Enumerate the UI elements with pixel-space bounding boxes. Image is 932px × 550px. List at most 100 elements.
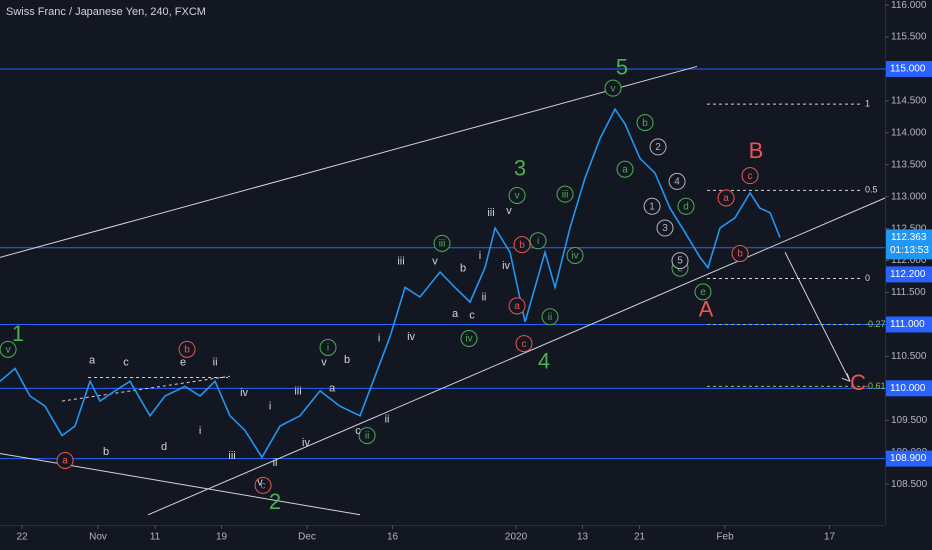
wave-label: v bbox=[6, 345, 11, 356]
label-circle bbox=[694, 283, 712, 301]
label-circle bbox=[643, 197, 661, 215]
y-tick-label: 111.500 bbox=[891, 287, 926, 298]
wave-label: iii bbox=[397, 256, 404, 268]
wave-label: a bbox=[329, 383, 336, 395]
wave-label: i bbox=[199, 425, 201, 437]
fib-label: 0.5 bbox=[865, 185, 878, 195]
last-price-box bbox=[886, 229, 932, 260]
wave-label: ii bbox=[482, 291, 487, 303]
fib-label: 1 bbox=[865, 98, 870, 108]
wave-label: b bbox=[519, 240, 525, 251]
wave-label: i bbox=[269, 401, 271, 413]
wave-label: b bbox=[642, 118, 648, 129]
level-label: 115.000 bbox=[890, 64, 926, 75]
x-tick-label: 19 bbox=[216, 532, 228, 543]
wave-label: a bbox=[62, 456, 68, 467]
label-circle bbox=[541, 308, 559, 326]
wave-label: iv bbox=[465, 334, 472, 345]
x-tick-label: 2020 bbox=[505, 532, 528, 543]
price-line bbox=[0, 107, 781, 459]
wave-label: ii bbox=[548, 312, 552, 323]
wave-label-major: 4 bbox=[538, 348, 550, 373]
fib-label: 0 bbox=[865, 273, 870, 283]
wave-label: b bbox=[184, 345, 190, 356]
wave-label: c bbox=[123, 357, 129, 369]
wave-label: i bbox=[327, 343, 329, 354]
label-circle bbox=[56, 451, 74, 469]
y-tick-label: 108.500 bbox=[891, 479, 928, 490]
level-label: 111.000 bbox=[890, 319, 925, 330]
y-tick-label: 115.500 bbox=[891, 32, 927, 43]
wave-label: b bbox=[737, 249, 743, 260]
wave-label: e bbox=[700, 287, 706, 298]
wave-label: ii bbox=[213, 357, 218, 369]
y-tick-label: 113.000 bbox=[891, 191, 927, 202]
wave-label: iv bbox=[502, 260, 510, 272]
y-tick-label: 110.500 bbox=[891, 351, 927, 362]
wave-label: d bbox=[683, 201, 689, 212]
label-circle bbox=[668, 172, 686, 190]
level-label: 108.900 bbox=[890, 453, 927, 464]
label-circle bbox=[513, 236, 531, 254]
y-tick-label: 112.000 bbox=[891, 255, 927, 266]
label-circle bbox=[566, 246, 584, 264]
wave-label: iii bbox=[228, 450, 235, 462]
x-tick-label: 22 bbox=[16, 532, 28, 543]
label-circle bbox=[604, 79, 622, 97]
last-price-label: 112.363 bbox=[891, 232, 927, 243]
wave-label-major: 5 bbox=[616, 55, 628, 80]
wave-label: a bbox=[452, 308, 459, 320]
wave-label: a bbox=[622, 164, 628, 175]
wave-label: c bbox=[748, 171, 753, 182]
x-tick-label: Dec bbox=[298, 532, 316, 543]
label-circle bbox=[508, 186, 526, 204]
wave-label: a bbox=[514, 301, 520, 312]
label-circle bbox=[358, 427, 376, 445]
fib-label: -0.27 bbox=[865, 319, 886, 329]
label-circle bbox=[515, 335, 533, 353]
wave-label-major: A bbox=[699, 297, 714, 322]
wave-label: v bbox=[321, 357, 327, 369]
label-circle bbox=[636, 114, 654, 132]
chart-title: Swiss Franc / Japanese Yen, 240, FXCM bbox=[6, 6, 206, 18]
x-tick-label: 11 bbox=[150, 532, 161, 543]
level-box bbox=[886, 60, 932, 77]
y-tick-label: 114.500 bbox=[891, 96, 927, 107]
wave-label: iii bbox=[439, 238, 446, 249]
label-circle bbox=[656, 219, 674, 237]
label-circle bbox=[556, 185, 574, 203]
label-circle bbox=[319, 338, 337, 356]
wave-label: iv bbox=[240, 387, 248, 399]
wave-label: i bbox=[479, 250, 481, 262]
wave-label: v bbox=[506, 205, 512, 217]
x-tick-label: 17 bbox=[824, 532, 836, 543]
x-tick-label: Feb bbox=[716, 532, 734, 543]
label-circle bbox=[433, 234, 451, 252]
wave-label: a bbox=[89, 355, 96, 367]
wave-label: a bbox=[723, 193, 729, 204]
fib-label: -0.61 bbox=[865, 381, 886, 391]
wave-label-major: C bbox=[850, 370, 866, 395]
wave-label: i bbox=[378, 332, 380, 344]
y-tick-label: 112.500 bbox=[891, 223, 927, 234]
wave-label: b bbox=[344, 354, 350, 366]
wave-label: 2 bbox=[655, 142, 661, 153]
wave-label: c bbox=[355, 425, 361, 437]
wave-label: d bbox=[161, 441, 167, 453]
wave-label: 4 bbox=[674, 177, 680, 188]
y-tick-label: 114.000 bbox=[891, 127, 927, 138]
wave-label: iv bbox=[407, 331, 415, 343]
label-circle bbox=[741, 167, 759, 185]
wave-label: b bbox=[460, 263, 466, 275]
wave-label: 5 bbox=[677, 256, 683, 267]
x-tick-label: Nov bbox=[89, 532, 107, 543]
dashed-line bbox=[61, 375, 231, 402]
label-circle bbox=[616, 160, 634, 178]
wave-label: i bbox=[537, 236, 539, 247]
trend-line bbox=[0, 65, 698, 258]
level-box bbox=[886, 450, 932, 467]
wave-label: ii bbox=[385, 413, 390, 425]
label-circle bbox=[178, 340, 196, 358]
